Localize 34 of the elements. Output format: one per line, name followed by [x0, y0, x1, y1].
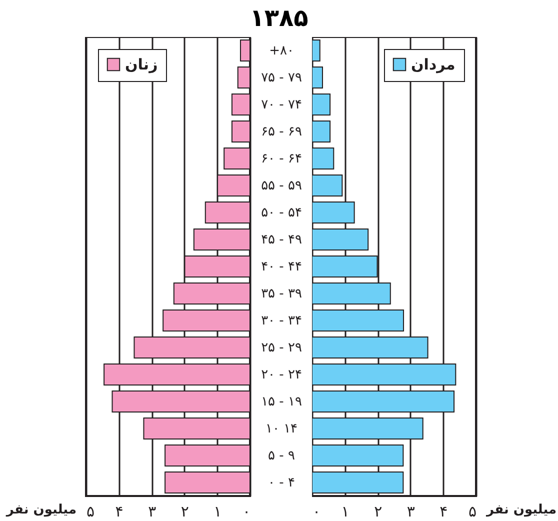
y-tick-label: ۷۵ - ۷۹	[261, 70, 302, 86]
y-tick-label: ۳۵ - ۳۹	[261, 286, 302, 302]
x-tick-label: ۱	[214, 502, 222, 520]
x-tick-label: ۲	[180, 502, 189, 520]
y-tick-label: ۵ - ۹	[268, 448, 295, 464]
legend-label: زنان	[125, 56, 158, 74]
y-tick-label: +۸۰	[269, 44, 294, 58]
y-tick-label: ۷۰ - ۷۴	[261, 98, 302, 112]
x-tick-label: ۳	[148, 502, 156, 520]
y-tick-label: ۳۰ - ۳۴	[261, 314, 302, 328]
y-tick-label: ۲۵ - ۲۹	[261, 340, 302, 356]
x-tick-label: ۳	[406, 502, 415, 520]
x-tick-label: ۲	[374, 502, 382, 520]
x-tick-label: ۱	[341, 502, 350, 520]
y-tick-label: ۰ - ۴	[268, 476, 295, 490]
y-tick-label: ۵۵ - ۵۹	[261, 178, 302, 194]
x-tick-label: ۴	[115, 502, 124, 520]
y-tick-label: ۶۵ - ۶۹	[261, 124, 302, 140]
y-tick-label: ۱۵ - ۱۹	[261, 394, 302, 410]
y-tick-label: ۶۰ - ۶۴	[261, 152, 302, 166]
x-tick-label: ۵	[468, 502, 476, 520]
x-tick-label: ۰	[242, 502, 250, 520]
chart-title: ۱۳۸۵	[248, 3, 310, 34]
x-axis-title: میلیون نفر	[486, 502, 557, 518]
x-tick-label: ۴	[440, 502, 448, 520]
x-axis-title: میلیون نفر	[5, 502, 76, 518]
legend-label: مردان	[411, 56, 456, 74]
y-tick-label: ۵۰ - ۵۴	[261, 206, 302, 220]
y-tick-label: ۲۰ - ۲۴	[261, 368, 302, 382]
x-tick-label: ۵	[86, 502, 95, 520]
x-tick-label: ۰	[312, 502, 321, 520]
y-tick-label: ۴۵ - ۴۹	[261, 232, 302, 248]
y-tick-label: ۴۰ - ۴۴	[261, 260, 302, 274]
y-tick-label: ۱۰ ۱۴	[265, 422, 298, 436]
